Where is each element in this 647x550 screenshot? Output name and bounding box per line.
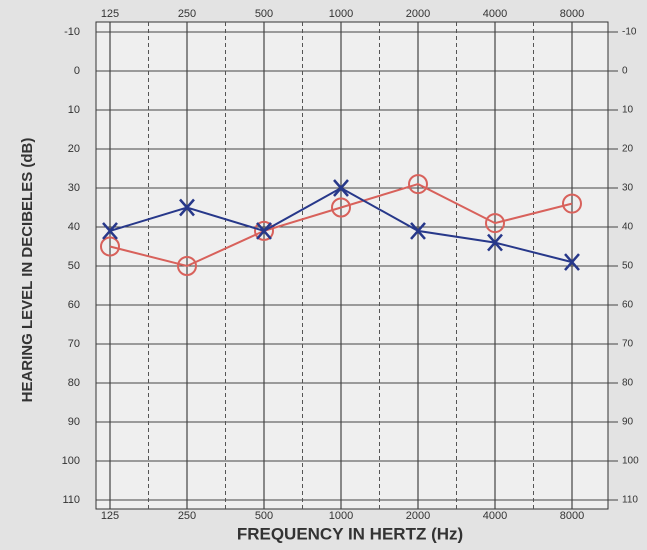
y-tick-label: 30 [68, 182, 80, 194]
marker-circle [331, 197, 351, 218]
y-tick-label: -10 [64, 26, 80, 38]
x-tick-label: 500 [255, 510, 273, 522]
y2-tick-label: 50 [622, 261, 634, 272]
x-axis-title: FREQUENCY IN HERTZ (Hz) [237, 524, 463, 543]
y2-tick-label: 20 [622, 144, 634, 155]
y2-tick-label: 0 [622, 66, 628, 77]
y2-tick-label: 110 [622, 495, 638, 506]
x-tick-label-top: 8000 [560, 8, 584, 20]
marker-x [179, 198, 195, 217]
y2-tick-label: 90 [622, 417, 634, 428]
y-tick-label: 10 [68, 104, 80, 116]
marker-x [410, 222, 426, 240]
marker-x [102, 222, 118, 240]
y-tick-label: 70 [68, 338, 80, 350]
y-tick-label: 90 [68, 416, 80, 428]
x-tick-label: 250 [178, 510, 196, 522]
x-tick-label: 2000 [406, 510, 430, 522]
marker-x [487, 233, 503, 252]
y2-tick-label: 10 [622, 105, 634, 116]
y-tick-label: 110 [62, 494, 80, 506]
x-tick-label-top: 2000 [406, 8, 430, 20]
x-tick-label-top: 500 [255, 8, 273, 20]
y2-tick-label: -10 [622, 27, 637, 38]
marker-circle [485, 213, 505, 234]
marker-circle [177, 256, 197, 276]
x-tick-label: 1000 [329, 510, 353, 522]
y-tick-label: 80 [68, 377, 80, 389]
marker-circle [562, 193, 582, 214]
y-tick-label: 0 [74, 65, 80, 77]
marker-circle [100, 236, 120, 257]
y2-tick-label: 60 [622, 300, 634, 311]
x-tick-label: 8000 [560, 510, 584, 522]
y-tick-label: 20 [68, 143, 80, 155]
x-tick-label: 125 [101, 510, 119, 522]
series-line [109, 183, 573, 268]
y-tick-label: 50 [68, 260, 80, 272]
x-tick-label-top: 125 [101, 8, 119, 20]
x-tick-label-top: 1000 [329, 8, 353, 20]
marker-x [333, 179, 349, 197]
x-tick-label-top: 4000 [483, 8, 507, 20]
x-tick-label: 4000 [483, 510, 507, 522]
marker-x [564, 253, 580, 271]
y2-tick-label: 40 [622, 222, 634, 233]
marker-x [256, 222, 272, 240]
y2-tick-label: 80 [622, 378, 634, 389]
y-tick-label: 100 [62, 455, 80, 467]
y-axis-title: HEARING LEVEL IN DECIBELES (dB) [19, 138, 36, 403]
marker-circle [254, 220, 274, 241]
y-tick-label: 60 [68, 299, 80, 311]
x-tick-label-top: 250 [178, 8, 196, 20]
y2-tick-label: 30 [622, 183, 634, 194]
y2-tick-label: 100 [622, 456, 639, 467]
y2-tick-label: 70 [622, 339, 634, 350]
y-tick-label: 40 [68, 221, 80, 233]
marker-circle [408, 174, 428, 195]
